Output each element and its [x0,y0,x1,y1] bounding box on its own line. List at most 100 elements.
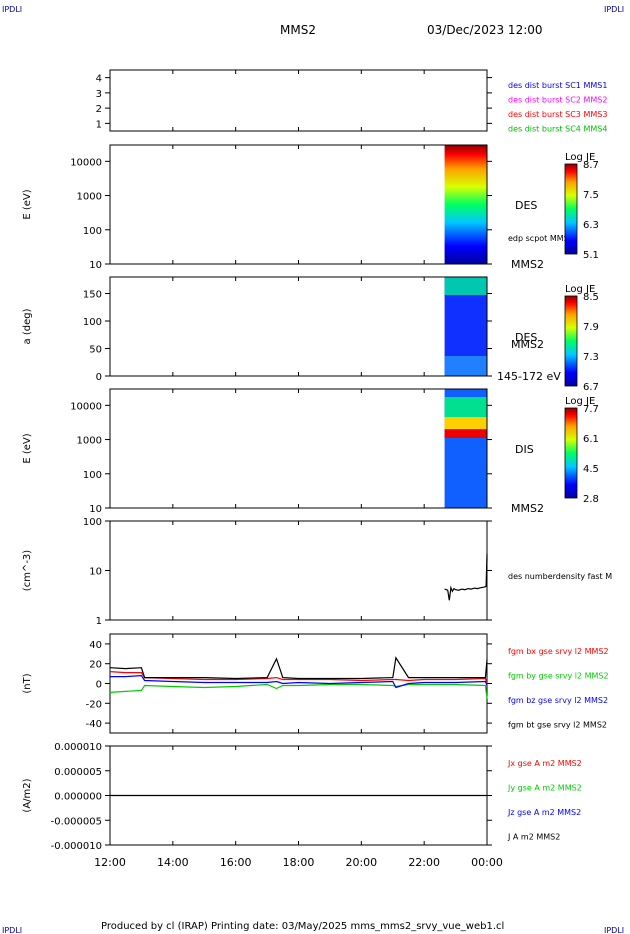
ytick-label: 0 [96,372,102,383]
panel-density: 1 10 100 (cm^-3) des numberdensity fast M [22,517,612,627]
ytick-label: 1000 [77,436,102,447]
corner-tag-tr: IPDLI [604,5,624,14]
colorbar-tick: 5.1 [583,250,599,261]
ytick-label: 1000 [77,192,102,203]
ytick-label: 150 [83,290,102,301]
spectrogram-band-high [444,417,487,429]
colorbar-tick: 8.5 [583,292,599,303]
overlay-label: edp scpot MMS2 [508,234,574,243]
spectrogram-band-mid [444,397,487,419]
panel-magnetic-field: -40 -20 0 20 40 (nT) fgm bx gse srvy l2 MMS2 fg… [22,633,609,734]
ylabel-current-density: (A/m2) [22,778,33,812]
instrument-label: DES [515,199,537,212]
xtick-label: 22:00 [408,856,440,869]
ytick-label: 20 [89,660,102,671]
colorbar-tick: 8.7 [583,160,599,171]
colorbar-des-energy [564,163,578,255]
colorbar-dis-energy [564,407,578,499]
instrument-label: DIS [515,443,534,456]
corner-tag-tl: IPDLI [2,5,22,14]
ylabel-dis-energy: E (eV) [22,433,33,463]
xtick-label: 20:00 [345,856,377,869]
colorbar-tick: 7.7 [583,404,599,415]
ytick-label: 40 [89,640,102,651]
ytick-label: -0.000010 [51,841,102,852]
ytick-label: 4 [96,74,102,85]
spectrogram-band-peak [444,430,487,438]
series-line-magnetic-field-2 [110,674,488,689]
ytick-label: 1 [96,616,102,627]
colorbar-title: Log JE [565,396,595,407]
panel-des-energy: 10 100 1000 10000 E (eV) DES MMS2 edp scpot MMS… [22,144,599,271]
footer-credits: Produced by cl (IRAP) Printing date: 03/… [101,921,504,932]
spacecraft-label: MMS2 [511,258,544,271]
ytick-label: 100 [83,517,102,528]
legend-magnetic-field-2: fgm bz gse srvy l2 MMS2 [508,696,608,705]
colorbar-title: Log JE [565,284,595,295]
colorbar-tick: 7.5 [583,190,599,201]
colorbar-tick: 4.5 [583,464,599,475]
instrument-label: DES [515,331,537,344]
ytick-label: 100 [83,470,102,481]
legend-sc-flags-0: des dist burst SC1 MMS1 [508,81,607,90]
legend-sc-flags-1: des dist burst SC2 MMS2 [508,96,607,105]
spacecraft-label: MMS2 [511,338,544,351]
series-line-density-0 [444,553,488,601]
xtick-label: 00:00 [471,856,503,869]
colorbar-tick: 6.7 [583,382,599,393]
panel-current-density: -0.000010 -0.000005 0.000000 0.000005 0.0000… [22,742,582,852]
ytick-label: 3 [96,89,102,100]
ytick-label: 100 [83,317,102,328]
xtick-label: 12:00 [94,856,126,869]
ylabel-density: (cm^-3) [22,550,33,591]
spectrogram-band-top [444,277,487,295]
frame-des-pitch [109,276,488,377]
legend-magnetic-field-1: fgm by gse srvy l2 MMS2 [508,672,609,681]
corner-tag-bl: IPDLI [2,926,22,934]
legend-sc-flags-2: des dist burst SC3 MMS3 [508,110,607,119]
header-spacecraft: MMS2 [280,23,316,37]
ylabel-magnetic-field: (nT) [22,673,33,693]
ytick-label: 10000 [70,157,102,168]
ytick-label: 10 [89,567,102,578]
panel-dis-energy: 10 100 1000 10000 E (eV) DIS MMS2 Log JE7.7 6.1 4… [22,388,599,515]
spectrogram-band-bottom [444,356,487,376]
energy-range-label: 145-172 eV [497,370,561,383]
xtick-label: 16:00 [220,856,252,869]
legend-density-0: des numberdensity fast M [508,572,612,581]
legend-current-density-3: J A m2 MMS2 [507,833,560,842]
series-line-magnetic-field-1 [109,683,488,699]
legend-current-density-2: Jz gse A m2 MMS2 [507,808,581,817]
ytick-label: 100 [83,226,102,237]
spectrogram-des-energy [444,145,487,264]
corner-tag-br: IPDLI [604,926,624,934]
frame-density [109,520,488,621]
header-datetime: 03/Dec/2023 12:00 [427,23,543,37]
ytick-label: 50 [89,345,102,356]
legend-current-density-1: Jy gse A m2 MMS2 [507,784,582,793]
ylabel-des-pitch: a (deg) [22,308,33,344]
series-line-magnetic-field-3 [109,656,488,680]
spacecraft-label: MMS2 [511,502,544,515]
colorbar-tick: 6.1 [583,434,599,445]
colorbar-tick: 7.9 [583,322,599,333]
ytick-label: 10 [89,260,102,271]
colorbar-tick: 7.3 [583,352,599,363]
ytick-label: -0.000005 [51,816,102,827]
ytick-label: 10000 [70,401,102,412]
ytick-label: -40 [86,719,102,730]
chart-panels: 1 2 3 4 des dist burst SC1 MMS1 des dist burs… [22,69,612,852]
panel-sc-flags: 1 2 3 4 des dist burst SC1 MMS1 des dist burs… [96,69,607,134]
xtick-label: 14:00 [157,856,189,869]
legend-sc-flags-3: des dist burst SC4 MMS4 [508,125,607,134]
ylabel-des-energy: E (eV) [22,189,33,219]
ytick-label: 2 [96,104,102,115]
legend-current-density-0: Jx gse A m2 MMS2 [507,759,582,768]
frame-dis-energy [109,388,488,509]
colorbar-tick: 2.8 [583,494,599,505]
legend-magnetic-field-0: fgm bx gse srvy l2 MMS2 [508,647,609,656]
ytick-label: 0.000000 [54,792,102,803]
ytick-label: 10 [89,504,102,515]
ytick-label: 0.000005 [54,767,102,778]
legend-magnetic-field-3: fgm bt gse srvy l2 MMS2 [508,721,607,730]
